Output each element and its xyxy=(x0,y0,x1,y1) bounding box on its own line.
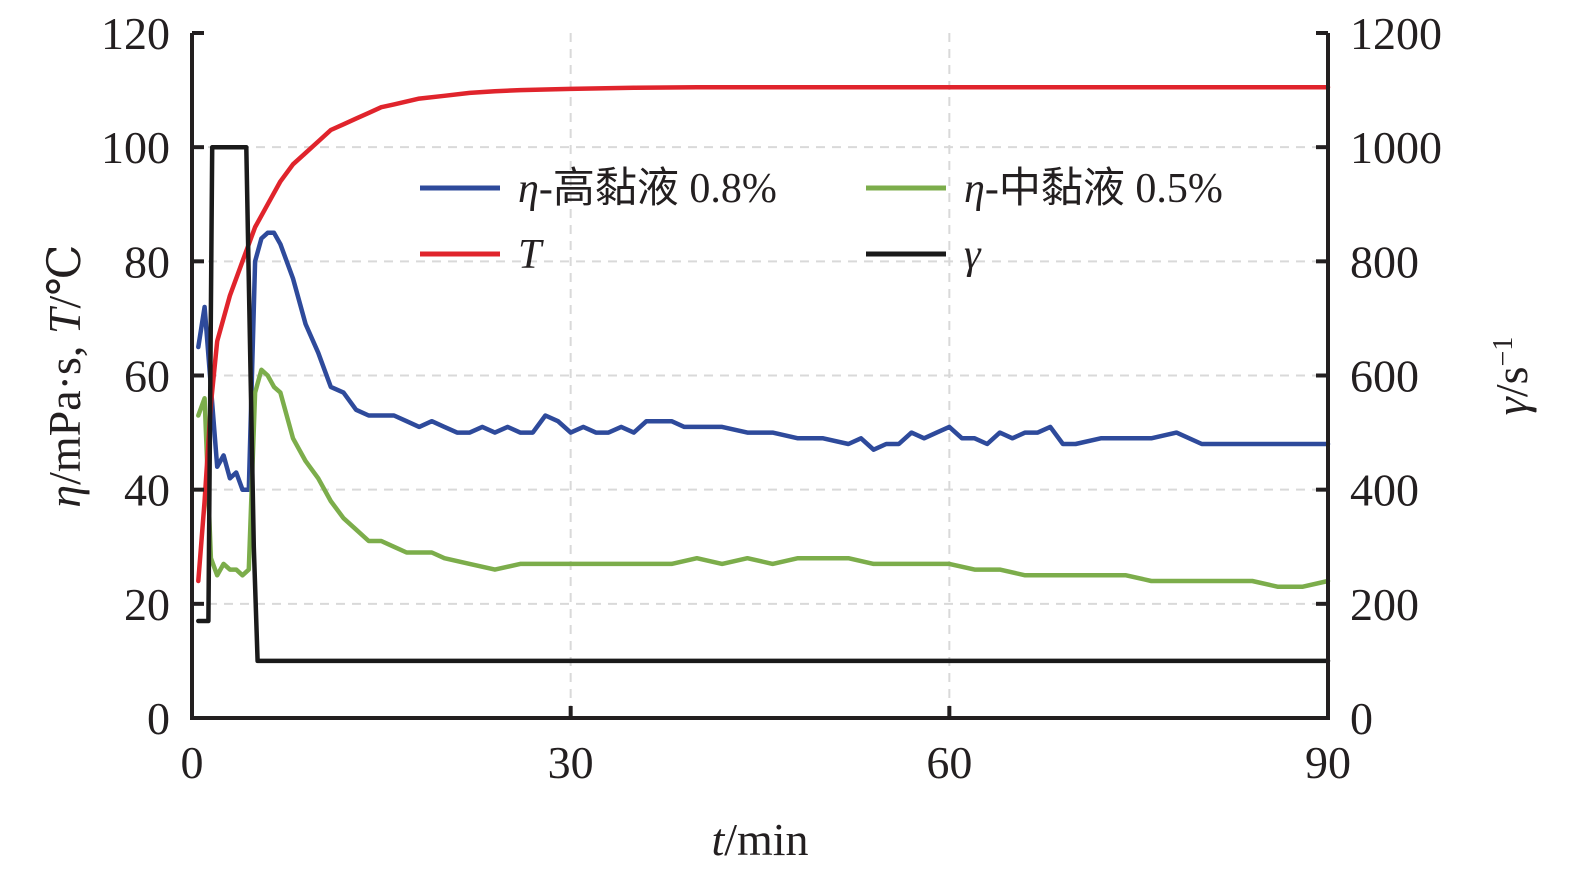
y-right-tick-label: 1200 xyxy=(1350,8,1442,59)
y-left-axis-title: η/mPa·s, T/℃ xyxy=(39,244,90,507)
x-tick-label: 60 xyxy=(926,737,972,788)
axes xyxy=(190,31,1330,720)
y-left-tick-label: 60 xyxy=(124,351,170,402)
y-left-tick-label: 100 xyxy=(101,122,170,173)
y-right-tick-label: 400 xyxy=(1350,465,1419,516)
legend-label-shear: γ xyxy=(964,232,982,278)
y-left-tick-label: 0 xyxy=(147,693,170,744)
legend-label-high: η-高黏液 0.8% xyxy=(518,166,777,212)
series-line-2 xyxy=(196,84,1331,584)
y-right-tick-label: 600 xyxy=(1350,351,1419,402)
series-line-3 xyxy=(196,144,1331,664)
series-layer xyxy=(196,84,1331,664)
y-left-tick-label: 120 xyxy=(101,8,170,59)
x-tick-label: 30 xyxy=(548,737,594,788)
legend-label-mid: η-中黏液 0.5% xyxy=(964,166,1223,212)
axis-frame xyxy=(190,33,1330,720)
series-line-0 xyxy=(196,230,1331,492)
y-left-tick-label: 20 xyxy=(124,579,170,630)
legend: η-高黏液 0.8% η-中黏液 0.5% T γ xyxy=(420,166,1223,278)
grid xyxy=(192,33,1328,718)
y-left-tick-label: 80 xyxy=(124,236,170,287)
y-right-tick-label: 1000 xyxy=(1350,122,1442,173)
y-right-tick-label: 200 xyxy=(1350,579,1419,630)
y-right-tick-label: 800 xyxy=(1350,236,1419,287)
x-axis-title: t/min xyxy=(711,814,808,865)
legend-label-temp: T xyxy=(518,232,544,278)
x-tick-label: 90 xyxy=(1305,737,1351,788)
y-right-axis-title: γ/s−1 xyxy=(1486,337,1537,416)
y-right-tick-label: 0 xyxy=(1350,693,1373,744)
x-tick-label: 0 xyxy=(181,737,204,788)
series-line-1 xyxy=(196,367,1331,589)
y-left-tick-label: 40 xyxy=(124,465,170,516)
